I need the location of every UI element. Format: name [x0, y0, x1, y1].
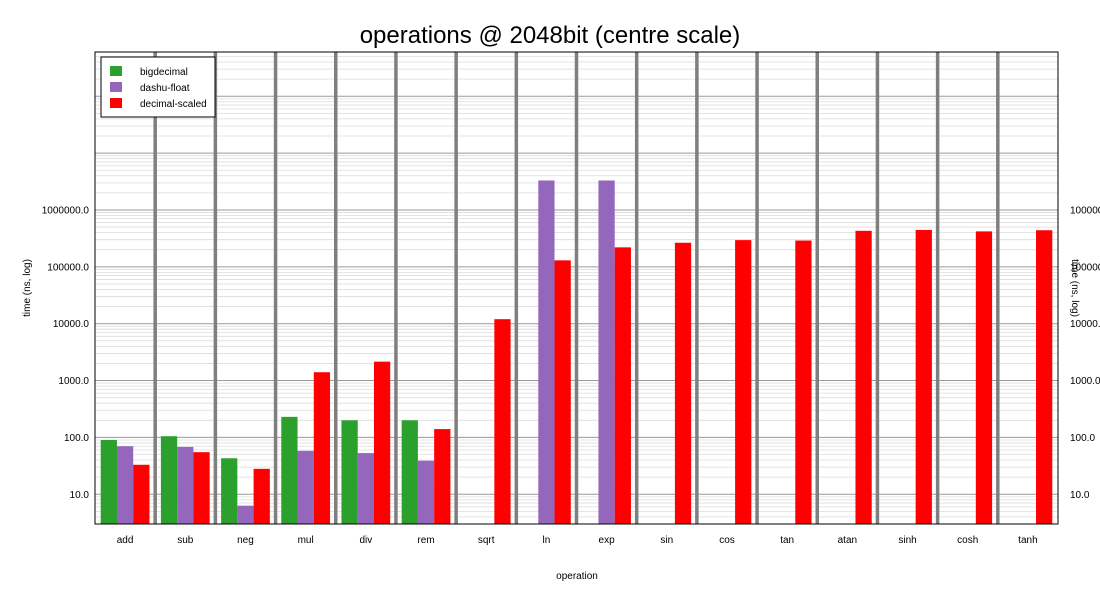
bar-decimal-scaled-atan — [855, 230, 872, 524]
x-tick-label: sub — [177, 535, 194, 546]
bar-bigdecimal-mul — [281, 416, 298, 524]
y-tick-label-left: 1000000.0 — [42, 205, 90, 216]
bar-bigdecimal-neg — [221, 458, 238, 524]
bar-decimal-scaled-sub — [193, 452, 210, 524]
bar-decimal-scaled-rem — [434, 429, 451, 524]
legend-label-bigdecimal: bigdecimal — [140, 67, 188, 78]
x-tick-labels: add sub neg mul div rem sqrt ln exp sin cos tan atan… — [117, 535, 1038, 546]
y-tick-label-left: 100.0 — [64, 433, 89, 444]
x-tick-label: ln — [543, 535, 551, 546]
bar-decimal-scaled-cos — [735, 240, 752, 524]
bar-decimal-scaled-cosh — [975, 231, 993, 524]
legend-swatch-bigdecimal — [110, 66, 122, 76]
bars-layer — [100, 180, 1053, 525]
x-tick-label: rem — [417, 535, 434, 546]
legend-label-decimal-scaled: decimal-scaled — [140, 99, 207, 110]
bar-decimal-scaled-div — [373, 361, 391, 524]
x-tick-label: atan — [838, 535, 857, 546]
y-tick-label-left: 10000.0 — [53, 319, 90, 330]
plot-frame — [94, 51, 1059, 525]
bar-dashu-float-add — [116, 446, 134, 524]
x-tick-label: sqrt — [478, 535, 495, 546]
y-tick-label-right: 100000.0 — [1070, 262, 1100, 273]
bar-decimal-scaled-mul — [313, 372, 331, 524]
bar-bigdecimal-rem — [401, 420, 418, 524]
bar-dashu-float-rem — [417, 460, 435, 524]
x-tick-label: add — [117, 535, 134, 546]
legend-label-dashu-float: dashu-float — [140, 83, 190, 94]
bar-dashu-float-exp — [598, 180, 615, 524]
bar-decimal-scaled-add — [133, 464, 150, 524]
y-tick-label-right: 1000.0 — [1070, 376, 1100, 387]
x-tick-label: sin — [660, 535, 673, 546]
x-tick-label: sinh — [898, 535, 916, 546]
bar-decimal-scaled-sin — [674, 242, 692, 525]
bar-dashu-float-ln — [538, 180, 555, 524]
chart-title: operations @ 2048bit (centre scale) — [360, 22, 741, 49]
bar-bigdecimal-add — [100, 440, 117, 524]
x-tick-label: div — [359, 535, 372, 546]
bar-decimal-scaled-exp — [614, 247, 631, 525]
bar-bigdecimal-div — [341, 420, 358, 524]
y-axis-label-right: time (ns, log) — [1069, 259, 1080, 317]
y-tick-label-right: 1000000.0 — [1070, 205, 1100, 216]
legend-swatch-decimal-scaled — [110, 98, 122, 108]
y-tick-label-left: 100000.0 — [47, 262, 89, 273]
bar-decimal-scaled-sinh — [915, 229, 932, 524]
bar-decimal-scaled-ln — [554, 260, 571, 524]
y-tick-label-right: 100.0 — [1070, 433, 1095, 444]
y-axis-label-left: time (ns, log) — [22, 259, 33, 317]
bar-dashu-float-div — [357, 453, 374, 524]
bar-bigdecimal-sub — [160, 436, 178, 524]
bar-decimal-scaled-neg — [253, 468, 270, 524]
x-tick-label: mul — [298, 535, 314, 546]
legend: bigdecimal dashu-float decimal-scaled — [100, 56, 216, 118]
bar-decimal-scaled-tan — [795, 240, 812, 524]
x-axis-label: operation — [556, 571, 598, 582]
y-tick-labels-right: 10.0 100.0 1000.0 10000.0 100000.0 1000000.0 — [1070, 205, 1100, 500]
x-tick-label: neg — [237, 535, 254, 546]
legend-swatch-dashu-float — [110, 82, 122, 92]
y-tick-label-right: 10.0 — [1070, 490, 1090, 501]
bar-dashu-float-mul — [297, 450, 314, 524]
x-tick-label: tanh — [1018, 535, 1037, 546]
y-tick-label-right: 10000.0 — [1070, 319, 1100, 330]
x-tick-label: cos — [719, 535, 735, 546]
y-tick-label-left: 10.0 — [70, 490, 90, 501]
y-tick-label-left: 1000.0 — [58, 376, 89, 387]
x-tick-label: exp — [599, 535, 616, 546]
bar-decimal-scaled-sqrt — [494, 319, 511, 524]
x-tick-label: cosh — [957, 535, 978, 546]
bar-dashu-float-sub — [177, 446, 194, 524]
y-tick-labels-left: 10.0 100.0 1000.0 10000.0 100000.0 1000000.0 — [42, 205, 90, 500]
category-separators — [153, 52, 1000, 524]
bar-dashu-float-neg — [237, 505, 254, 524]
bar-decimal-scaled-tanh — [1036, 230, 1053, 524]
x-tick-label: tan — [780, 535, 794, 546]
